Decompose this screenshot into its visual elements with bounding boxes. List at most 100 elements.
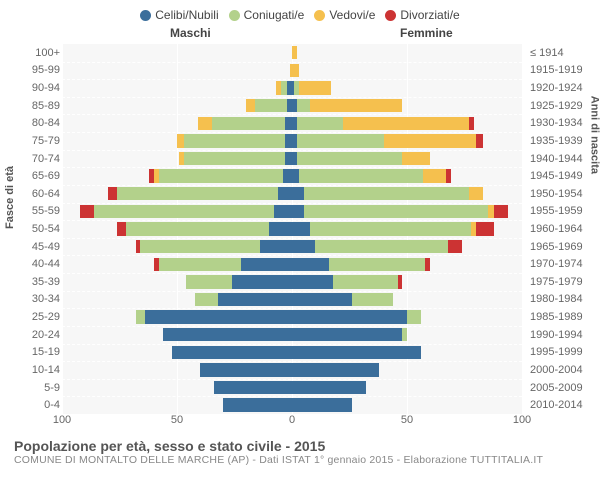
birth-label: 2010-2014 — [530, 399, 590, 411]
age-label: 20-24 — [10, 329, 60, 341]
bar-female — [292, 310, 421, 323]
bar-female — [292, 81, 331, 94]
x-tick-label: 50 — [401, 414, 413, 426]
legend: Celibi/Nubili Coniugati/e Vedovi/e Divorzia… — [0, 0, 600, 26]
birth-label: 1950-1954 — [530, 188, 590, 200]
age-label: 60-64 — [10, 188, 60, 200]
birth-label: 1960-1964 — [530, 223, 590, 235]
bar-female — [292, 275, 402, 288]
age-label: 15-19 — [10, 346, 60, 358]
legend-swatch — [314, 10, 325, 21]
age-label: 25-29 — [10, 311, 60, 323]
age-label: 45-49 — [10, 241, 60, 253]
bar-female — [292, 293, 393, 306]
footer: Popolazione per età, sesso e stato civil… — [0, 434, 600, 466]
birth-label: 1915-1919 — [530, 64, 590, 76]
legend-item: Coniugati/e — [229, 8, 305, 22]
bar-male — [195, 293, 292, 306]
birth-label: 1935-1939 — [530, 135, 590, 147]
header-male: Maschi — [170, 26, 211, 40]
chart-title: Popolazione per età, sesso e stato civil… — [14, 438, 586, 454]
bar-male — [186, 275, 292, 288]
bar-female — [292, 240, 462, 253]
age-label: 75-79 — [10, 135, 60, 147]
bar-male — [80, 205, 292, 218]
bar-male — [163, 328, 292, 341]
gender-headers: Maschi Femmine — [0, 26, 600, 44]
legend-label: Coniugati/e — [244, 8, 305, 22]
birth-label: 1995-1999 — [530, 346, 590, 358]
legend-swatch — [140, 10, 151, 21]
bar-male — [154, 258, 292, 271]
age-label: 70-74 — [10, 153, 60, 165]
bar-female — [292, 64, 299, 77]
legend-label: Divorziati/e — [400, 8, 459, 22]
bar-female — [292, 99, 402, 112]
bar-female — [292, 258, 430, 271]
age-label: 5-9 — [10, 382, 60, 394]
bar-female — [292, 363, 379, 376]
birth-label: 1920-1924 — [530, 82, 590, 94]
bar-female — [292, 328, 407, 341]
bar-female — [292, 169, 451, 182]
birth-label: 1955-1959 — [530, 205, 590, 217]
birth-label: 1925-1929 — [530, 100, 590, 112]
bar-female — [292, 134, 483, 147]
bar-male — [149, 169, 292, 182]
birth-label: 1945-1949 — [530, 170, 590, 182]
age-label: 95-99 — [10, 64, 60, 76]
bar-male — [223, 398, 292, 411]
legend-label: Celibi/Nubili — [155, 8, 218, 22]
birth-label: 2005-2009 — [530, 382, 590, 394]
bar-male — [136, 310, 292, 323]
birth-label: 1975-1979 — [530, 276, 590, 288]
age-label: 85-89 — [10, 100, 60, 112]
bar-female — [292, 117, 474, 130]
chart-subtitle: COMUNE DI MONTALTO DELLE MARCHE (AP) - D… — [14, 454, 586, 466]
plot — [62, 44, 522, 414]
bar-male — [108, 187, 292, 200]
bar-female — [292, 381, 366, 394]
bar-male — [136, 240, 292, 253]
bar-male — [246, 99, 292, 112]
age-label: 10-14 — [10, 364, 60, 376]
bar-female — [292, 205, 508, 218]
x-tick-label: 100 — [53, 414, 71, 426]
birth-label: ≤ 1914 — [530, 47, 590, 59]
age-label: 30-34 — [10, 293, 60, 305]
age-label: 90-94 — [10, 82, 60, 94]
birth-label: 2000-2004 — [530, 364, 590, 376]
bar-male — [117, 222, 292, 235]
birth-label: 1980-1984 — [530, 293, 590, 305]
age-label: 0-4 — [10, 399, 60, 411]
x-tick-label: 50 — [171, 414, 183, 426]
x-tick-label: 100 — [513, 414, 531, 426]
birth-label: 1985-1989 — [530, 311, 590, 323]
header-female: Femmine — [400, 26, 453, 40]
y-labels-age: 100+95-9990-9485-8980-8475-7970-7465-696… — [10, 44, 60, 414]
legend-item: Vedovi/e — [314, 8, 375, 22]
bar-female — [292, 187, 483, 200]
bar-male — [179, 152, 292, 165]
bar-male — [214, 381, 292, 394]
bar-female — [292, 46, 297, 59]
y-labels-birth: ≤ 19141915-19191920-19241925-19291930-19… — [530, 44, 590, 414]
birth-label: 1970-1974 — [530, 258, 590, 270]
age-label: 100+ — [10, 47, 60, 59]
legend-swatch — [229, 10, 240, 21]
age-label: 80-84 — [10, 117, 60, 129]
bar-male — [276, 81, 292, 94]
age-label: 35-39 — [10, 276, 60, 288]
bar-female — [292, 398, 352, 411]
age-label: 50-54 — [10, 223, 60, 235]
birth-label: 1965-1969 — [530, 241, 590, 253]
legend-item: Celibi/Nubili — [140, 8, 218, 22]
bar-male — [177, 134, 292, 147]
legend-item: Divorziati/e — [385, 8, 459, 22]
birth-label: 1940-1944 — [530, 153, 590, 165]
bar-male — [172, 346, 292, 359]
bar-female — [292, 222, 494, 235]
age-label: 55-59 — [10, 205, 60, 217]
birth-label: 1990-1994 — [530, 329, 590, 341]
chart-area: Fasce di età Anni di nascita 100+95-9990… — [10, 44, 590, 434]
